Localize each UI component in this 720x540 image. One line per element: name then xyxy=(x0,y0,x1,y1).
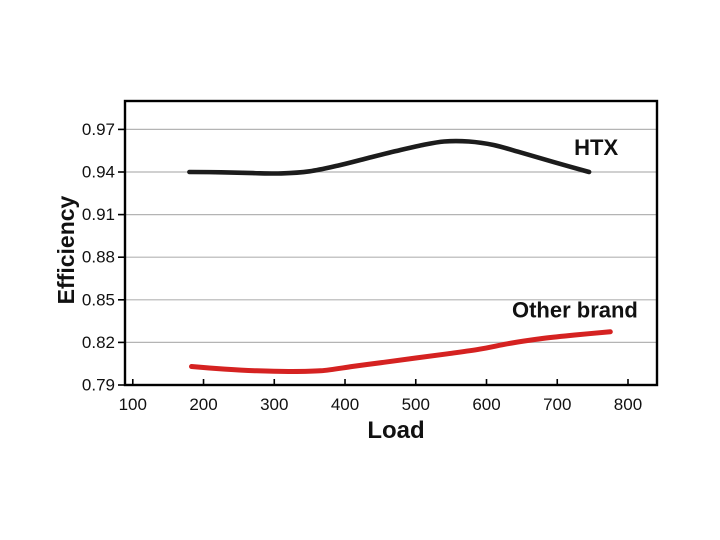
y-tick-label-0.82: 0.82 xyxy=(82,333,115,352)
y-tick-label-0.85: 0.85 xyxy=(82,290,115,309)
x-tick-label-400: 400 xyxy=(331,395,359,414)
y-tick-label-0.79: 0.79 xyxy=(82,376,115,395)
y-axis-title: Efficiency xyxy=(53,195,79,304)
y-tick-label-0.91: 0.91 xyxy=(82,205,115,224)
x-tick-label-800: 800 xyxy=(614,395,642,414)
series-label-other-brand: Other brand xyxy=(512,298,638,323)
x-tick-label-500: 500 xyxy=(402,395,430,414)
series-line-other-brand xyxy=(189,329,613,375)
x-axis-title: Load xyxy=(367,417,424,444)
x-tick-label-300: 300 xyxy=(260,395,288,414)
y-tick-label-0.97: 0.97 xyxy=(82,120,115,139)
series-label-htx: HTX xyxy=(574,135,618,160)
x-tick-label-100: 100 xyxy=(119,395,147,414)
y-tick-label-0.94: 0.94 xyxy=(82,163,115,182)
x-tick-label-200: 200 xyxy=(189,395,217,414)
x-tick-label-700: 700 xyxy=(543,395,571,414)
y-tick-label-0.88: 0.88 xyxy=(82,248,115,267)
series-line-htx xyxy=(187,138,592,176)
x-tick-label-600: 600 xyxy=(472,395,500,414)
plot-border xyxy=(123,99,659,387)
